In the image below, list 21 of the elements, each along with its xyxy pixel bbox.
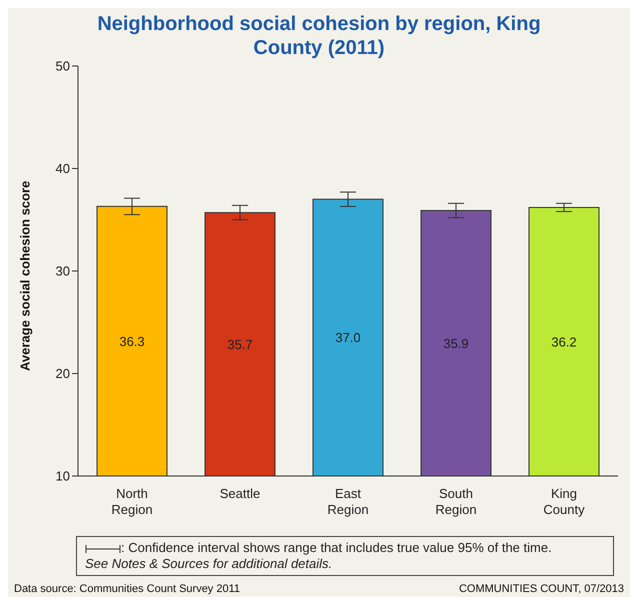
x-tick-label: King County (543, 486, 586, 517)
text: See Notes & Sources for additional details. (85, 556, 332, 571)
chart-title: Neighborhood social cohesion by region, King County (2011) (96, 12, 542, 60)
data-label: 35.7 (227, 336, 253, 352)
text: : Confidence interval shows range that includes true value 95% of the time. (121, 540, 552, 555)
x-tick-label: South Region (435, 486, 477, 517)
data-label: 35.9 (443, 336, 469, 351)
y-tick-label: 10 (56, 468, 70, 484)
text: COMMUNITIES COUNT, 07/2013 (458, 583, 624, 595)
y-tick-label: 30 (56, 264, 70, 279)
y-tick-label: 50 (56, 58, 70, 74)
data-label: 37.0 (335, 330, 361, 346)
data-label: 36.3 (119, 334, 145, 349)
y-axis-title: Average social cohesion score (18, 180, 33, 371)
y-tick-label: 20 (56, 366, 70, 382)
x-tick-label: East Region (327, 486, 369, 517)
data-label: 36.2 (551, 334, 577, 350)
source-note: Data source: Communities Count Survey 2011 (14, 583, 240, 595)
y-tick-label: 40 (56, 161, 70, 176)
x-tick-label: Seattle (220, 486, 260, 501)
x-tick-label: North Region (111, 486, 153, 517)
